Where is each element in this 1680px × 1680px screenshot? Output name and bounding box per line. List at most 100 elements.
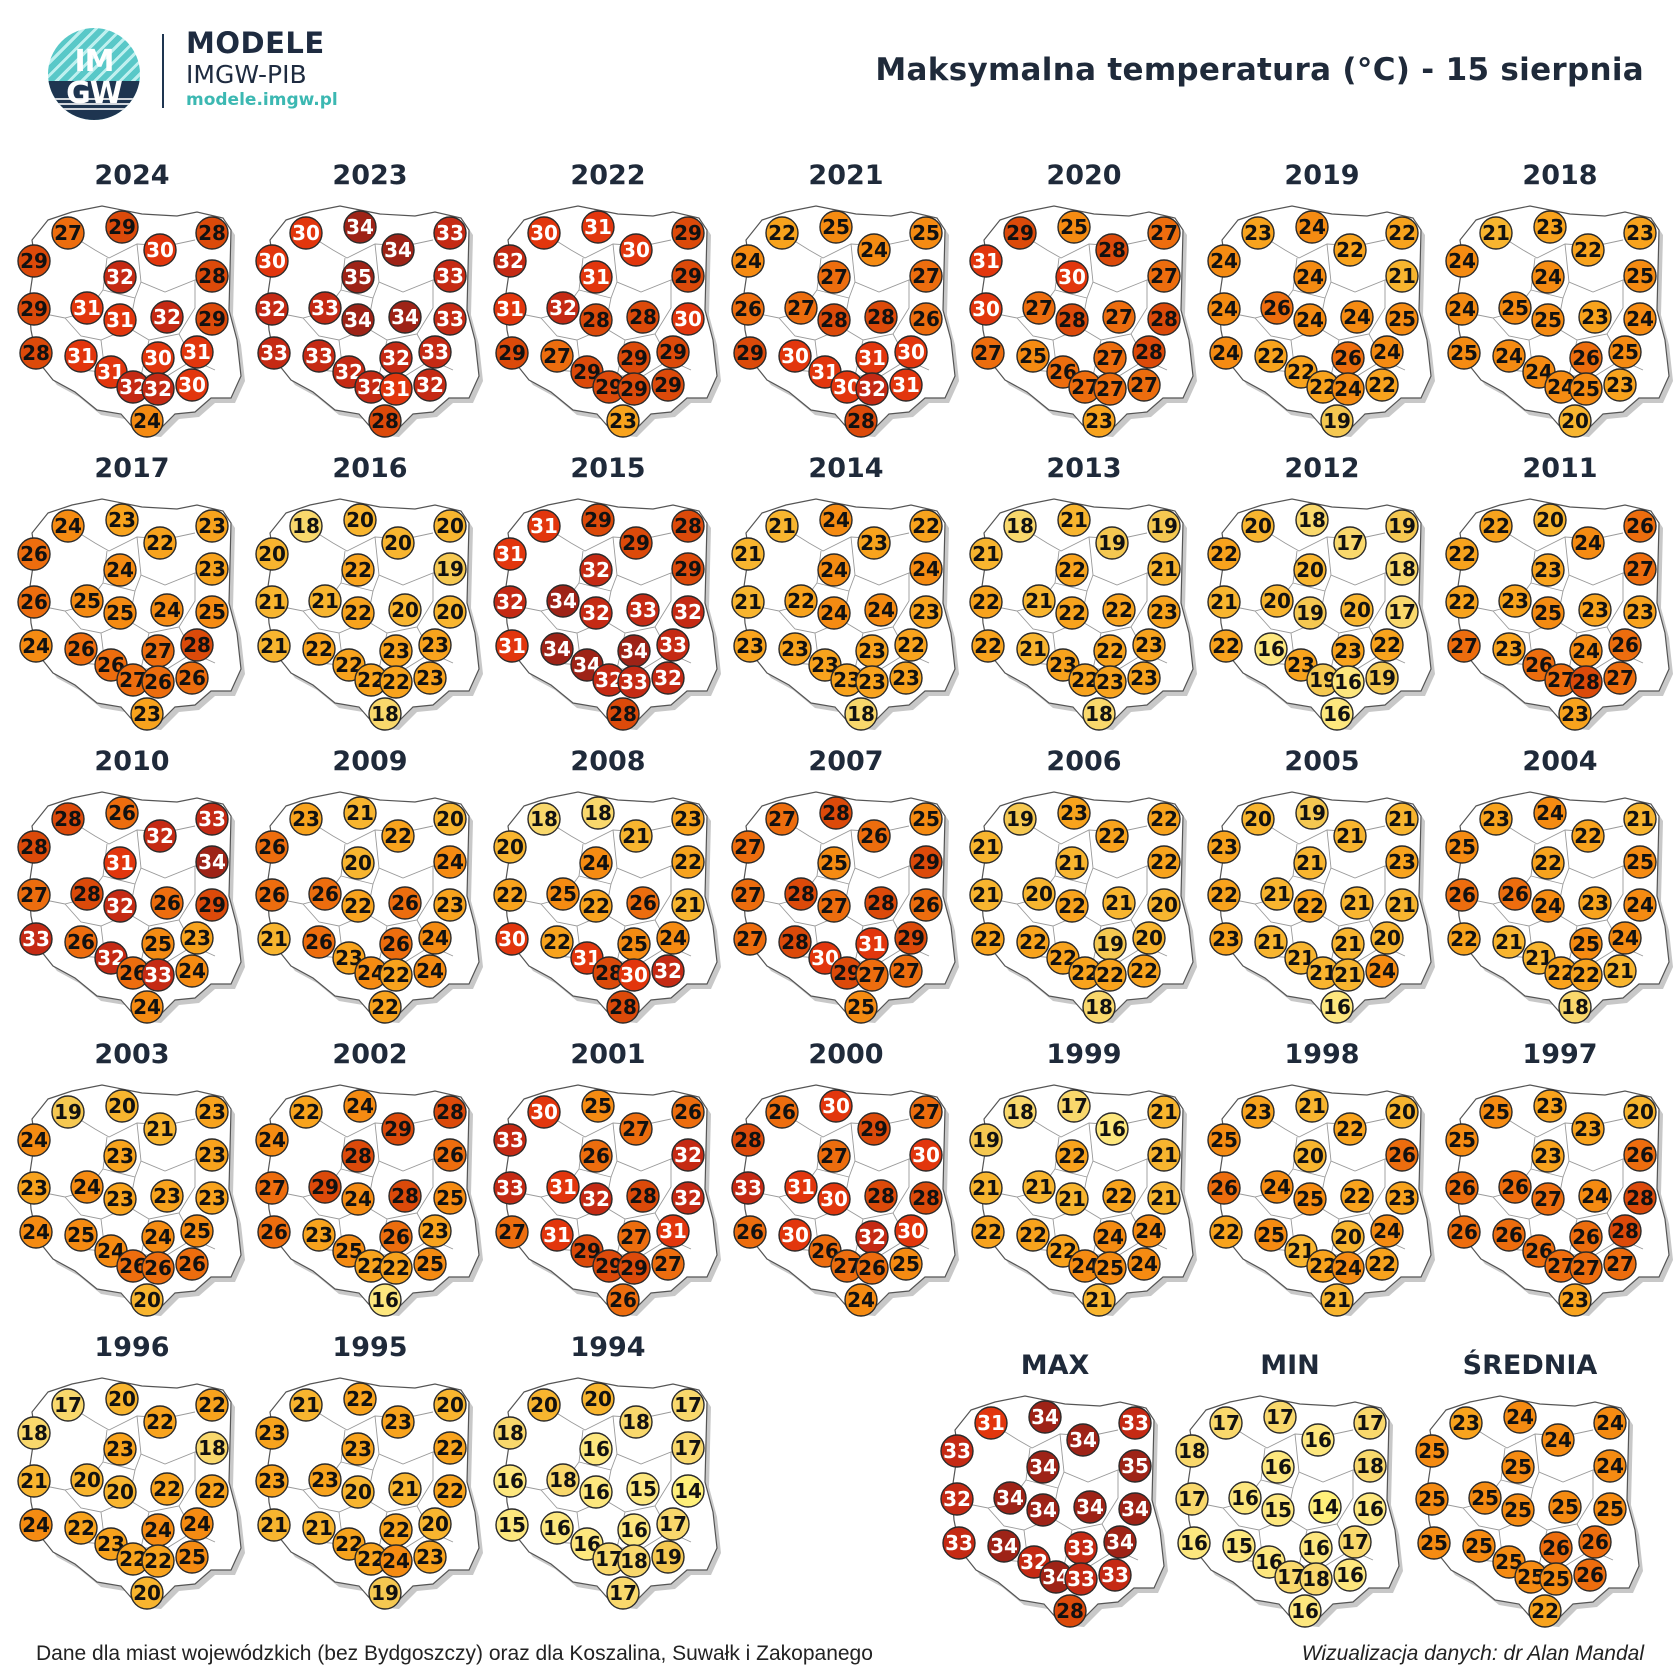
temperature-label: 32 — [416, 373, 444, 397]
temperature-label: 26 — [305, 930, 333, 954]
city-marker: 28 — [819, 796, 853, 830]
city-marker: 23 — [302, 1218, 336, 1252]
city-marker: 24 — [354, 956, 388, 990]
temperature-circle — [103, 1475, 137, 1509]
temperature-label: 24 — [144, 1225, 172, 1249]
city-marker: 24 — [1445, 292, 1479, 326]
map-panel-1998: 1998 23 21 20 25 22 20 26 26 24 25 22 23 22 25 21 20 24 22… — [1207, 1039, 1437, 1319]
city-marker: 25 — [844, 990, 878, 1024]
temperature-label: 23 — [106, 1437, 134, 1461]
temperature-circle — [493, 244, 527, 278]
temperature-circle — [1102, 300, 1136, 334]
temperature-circle — [1479, 216, 1513, 250]
city-marker: 26 — [1573, 1558, 1607, 1592]
city-marker: 26 — [388, 886, 422, 920]
temperature-label: 33 — [22, 927, 50, 951]
temperature-circle — [671, 216, 705, 250]
temperature-circle — [388, 1179, 422, 1213]
city-marker: 33 — [302, 339, 336, 373]
temperature-circle — [1207, 1171, 1241, 1205]
temperature-circle — [1147, 259, 1181, 293]
temperature-circle — [1415, 1482, 1449, 1516]
temperature-circle — [855, 372, 889, 406]
temperature-label: 21 — [391, 1477, 419, 1501]
temperature-circle — [1501, 1450, 1535, 1484]
panel-title: 1998 — [1284, 1039, 1360, 1070]
temperature-label: 16 — [1291, 1599, 1319, 1623]
temperature-label: 21 — [1323, 1288, 1351, 1312]
temperature-circle — [1293, 303, 1327, 337]
temperature-circle — [433, 259, 467, 293]
temperature-circle — [1331, 1251, 1365, 1285]
city-marker: 14 — [1308, 1490, 1342, 1524]
city-marker: 28 — [1053, 1594, 1087, 1628]
city-marker: 33 — [308, 291, 342, 325]
city-marker: 26 — [1569, 341, 1603, 375]
city-marker: 23 — [1093, 665, 1127, 699]
city-marker: 22 — [540, 925, 574, 959]
city-marker: 32 — [651, 954, 685, 988]
city-marker: 28 — [592, 956, 626, 990]
temperature-circle — [909, 802, 943, 836]
temperature-circle — [1132, 1214, 1166, 1248]
temperature-circle — [341, 596, 375, 630]
city-marker: 28 — [1055, 303, 1089, 337]
city-marker: 28 — [341, 1139, 375, 1173]
temperature-circle — [855, 958, 889, 992]
city-marker: 24 — [817, 553, 851, 587]
temperature-circle — [1603, 1247, 1637, 1281]
temperature-circle — [1533, 503, 1567, 537]
city-marker: 27 — [651, 1247, 685, 1281]
temperature-label: 22 — [305, 637, 333, 661]
temperature-label: 22 — [1368, 373, 1396, 397]
temperature-label: 31 — [382, 377, 410, 401]
temperature-label: 28 — [371, 409, 399, 433]
temperature-label: 28 — [867, 891, 895, 915]
city-marker: 18 — [617, 1544, 651, 1578]
temperature-circle — [1447, 922, 1481, 956]
temperature-label: 33 — [496, 1128, 524, 1152]
temperature-circle — [1057, 1089, 1091, 1123]
temperature-label: 20 — [1343, 598, 1371, 622]
temperature-label: 19 — [1298, 801, 1326, 825]
city-marker: 24 — [1531, 889, 1565, 923]
temperature-label: 17 — [674, 1436, 702, 1460]
city-marker: 22 — [1528, 1594, 1562, 1628]
temperature-label: 20 — [133, 1288, 161, 1312]
temperature-label: 29 — [1006, 221, 1034, 245]
city-marker: 25 — [1417, 1526, 1451, 1560]
city-marker: 20 — [1385, 1095, 1419, 1129]
city-marker: 23 — [105, 503, 139, 537]
city-marker: 26 — [765, 1095, 799, 1129]
city-marker: 26 — [1207, 1171, 1241, 1205]
temperature-label: 34 — [543, 637, 571, 661]
city-marker: 29 — [619, 526, 653, 560]
temperature-label: 21 — [972, 542, 1000, 566]
temperature-circle — [1333, 526, 1367, 560]
temperature-label: 21 — [1482, 221, 1510, 245]
temperature-circle — [909, 509, 943, 543]
temperature-label: 28 — [183, 633, 211, 657]
city-marker: 20 — [433, 595, 467, 629]
city-marker: 33 — [19, 922, 53, 956]
temperature-label: 25 — [1482, 1100, 1510, 1124]
temperature-label: 29 — [620, 346, 648, 370]
city-marker: 25 — [1593, 1492, 1627, 1526]
temperature-label: 18 — [549, 1468, 577, 1492]
city-marker: 20 — [581, 1382, 615, 1416]
city-marker: 18 — [546, 1463, 580, 1497]
temperature-circle — [51, 802, 85, 836]
panel-title: 2018 — [1522, 160, 1598, 191]
city-marker: 31 — [656, 1214, 690, 1248]
temperature-label: 33 — [144, 963, 172, 987]
map-panel-2001: 2001 30 25 26 33 27 26 32 33 31 32 28 32 27 31 29 27 31 29… — [493, 1039, 723, 1319]
city-marker: 27 — [731, 830, 765, 864]
temperature-label: 26 — [178, 1252, 206, 1276]
city-marker: 27 — [617, 1220, 651, 1254]
temperature-circle — [765, 1095, 799, 1129]
temperature-circle — [1095, 526, 1129, 560]
temperature-circle — [1222, 1529, 1256, 1563]
city-marker: 23 — [1127, 661, 1161, 695]
